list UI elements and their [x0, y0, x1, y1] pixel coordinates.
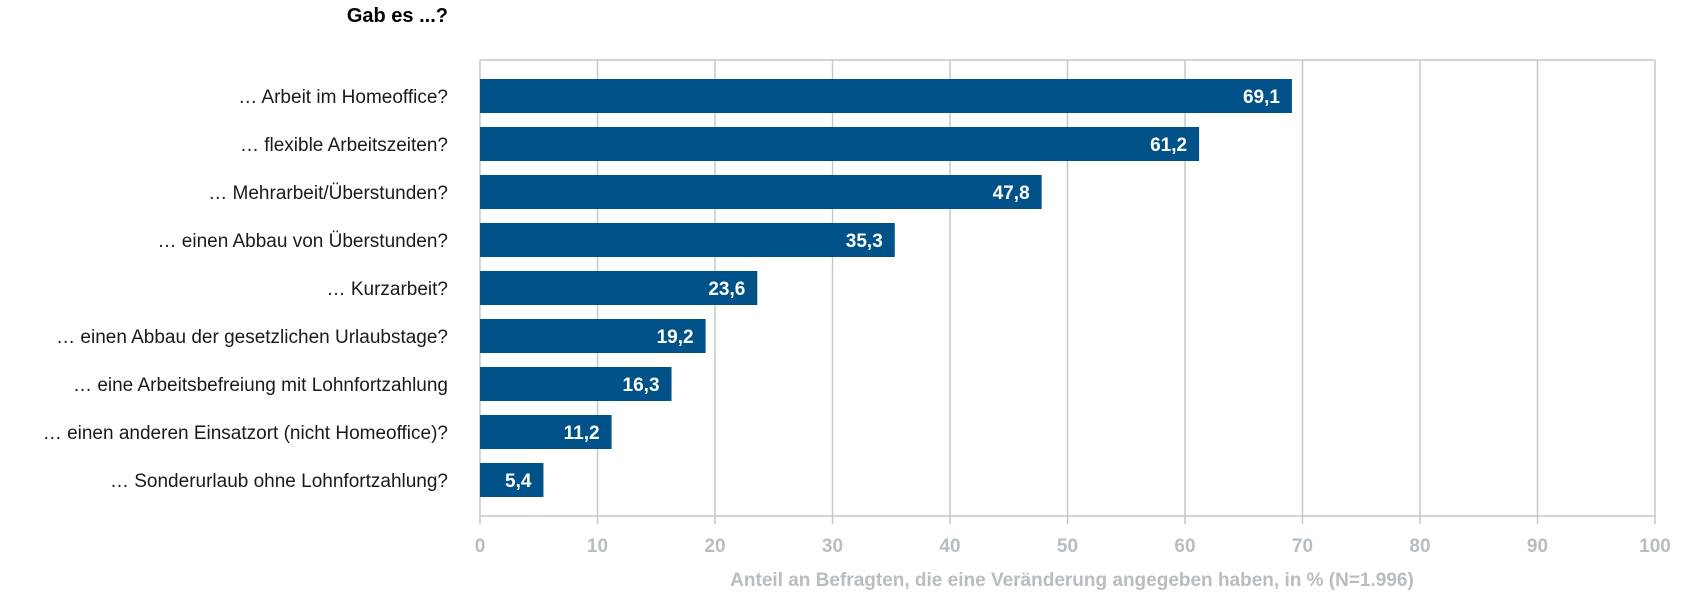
x-tick-label: 20: [704, 536, 725, 557]
bar: [480, 367, 672, 401]
bar-value-label: 11,2: [564, 423, 600, 444]
category-label: … Mehrarbeit/Überstunden?: [208, 183, 448, 204]
category-label: … eine Arbeitsbefreiung mit Lohnfortzahl…: [73, 375, 448, 396]
bar-value-label: 19,2: [657, 327, 694, 348]
bar: [480, 127, 1200, 161]
bar-value-label: 69,1: [1243, 87, 1280, 108]
bar-value-label: 35,3: [846, 231, 883, 252]
x-tick-label: 50: [1057, 536, 1078, 557]
bar-value-label: 16,3: [623, 375, 660, 396]
bar: [480, 223, 895, 257]
bar: [480, 463, 544, 497]
category-label: … Kurzarbeit?: [327, 279, 448, 300]
x-tick-label: 90: [1527, 536, 1548, 557]
category-label: … flexible Arbeitszeiten?: [240, 135, 448, 156]
category-label: … einen Abbau von Überstunden?: [158, 231, 449, 252]
category-label: … einen anderen Einsatzort (nicht Homeof…: [43, 423, 448, 444]
x-axis: 0 10 20 30 40 50 60 70 80 90 100: [475, 515, 1671, 557]
x-tick-label: 80: [1409, 536, 1430, 557]
x-tick-label: 70: [1292, 536, 1313, 557]
category-label: … Arbeit im Homeoffice?: [238, 87, 448, 108]
bar-value-label: 5,4: [505, 471, 532, 492]
x-tick-label: 30: [822, 536, 843, 557]
bar: [480, 415, 612, 449]
x-tick-label: 0: [475, 536, 486, 557]
category-labels: … Arbeit im Homeoffice? … flexible Arbeit…: [43, 87, 448, 492]
category-label: … einen Abbau der gesetzlichen Urlaubsta…: [56, 327, 448, 348]
bars: 69,1 61,2 47,8 35,3 23,6 19,2 16,3 11,2 5,4: [480, 79, 1292, 497]
bar: [480, 175, 1042, 209]
bar-value-label: 23,6: [708, 279, 745, 300]
bar: [480, 271, 758, 305]
x-tick-label: 100: [1639, 536, 1671, 557]
bar-value-label: 61,2: [1150, 135, 1187, 156]
bar: [480, 79, 1292, 113]
bar: [480, 319, 706, 353]
bar-value-label: 47,8: [993, 183, 1030, 204]
x-tick-label: 60: [1174, 536, 1195, 557]
x-axis-title: Anteil an Befragten, die eine Veränderun…: [730, 570, 1414, 591]
category-label: … Sonderurlaub ohne Lohnfortzahlung?: [110, 471, 448, 492]
x-tick-label: 40: [939, 536, 960, 557]
chart-title: Gab es ...?: [347, 5, 448, 27]
x-tick-label: 10: [587, 536, 608, 557]
